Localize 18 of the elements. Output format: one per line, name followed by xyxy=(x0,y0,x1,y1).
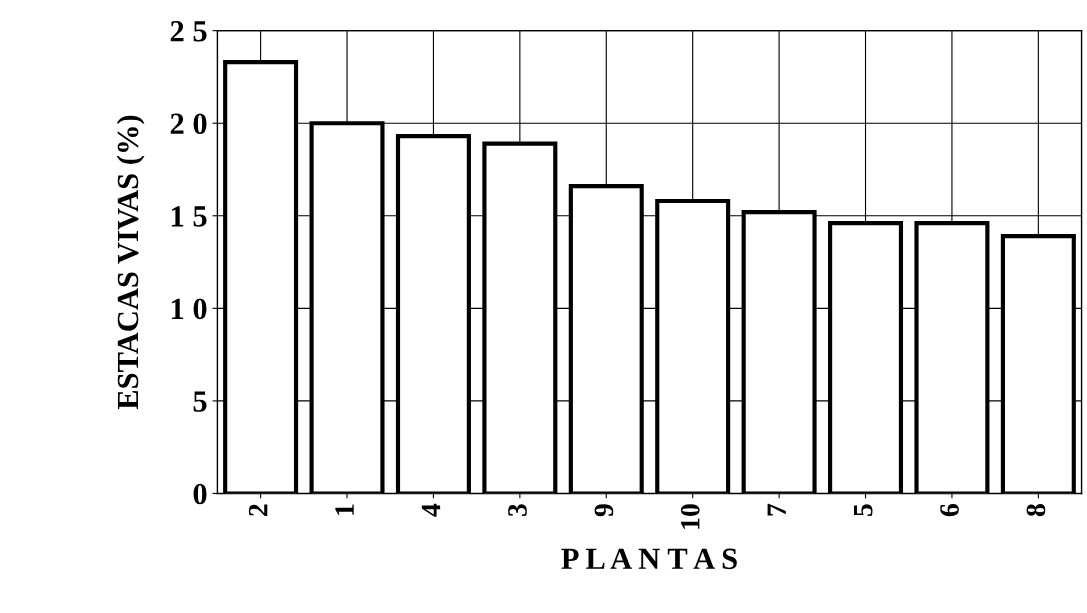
x-tick-label: 3 xyxy=(508,504,527,517)
x-tick-label: 4 xyxy=(421,503,441,517)
y-tick-label: 2 5 xyxy=(170,21,207,42)
x-tick-label: 2 xyxy=(248,504,268,516)
y-tick-label: 1 5 xyxy=(171,206,207,227)
x-tick-label: 8 xyxy=(1026,504,1046,517)
x-tick-label: 10 xyxy=(680,504,700,529)
x-tick-label: 7 xyxy=(767,503,786,516)
y-tick-label: 1 0 xyxy=(171,298,207,320)
x-tick-label: 6 xyxy=(940,504,959,517)
x-axis-title: P L A N T A S xyxy=(561,548,737,570)
y-tick-label: 0 xyxy=(193,483,207,505)
y-axis-title: ESTACAS VIVAS (%) xyxy=(116,115,145,410)
y-tick-label: 2 0 xyxy=(170,113,207,135)
x-tick-label: 5 xyxy=(854,504,873,516)
y-tick-label: 5 xyxy=(193,391,207,412)
x-tick-label: 9 xyxy=(594,504,614,517)
x-tick-label: 1 xyxy=(335,504,354,515)
